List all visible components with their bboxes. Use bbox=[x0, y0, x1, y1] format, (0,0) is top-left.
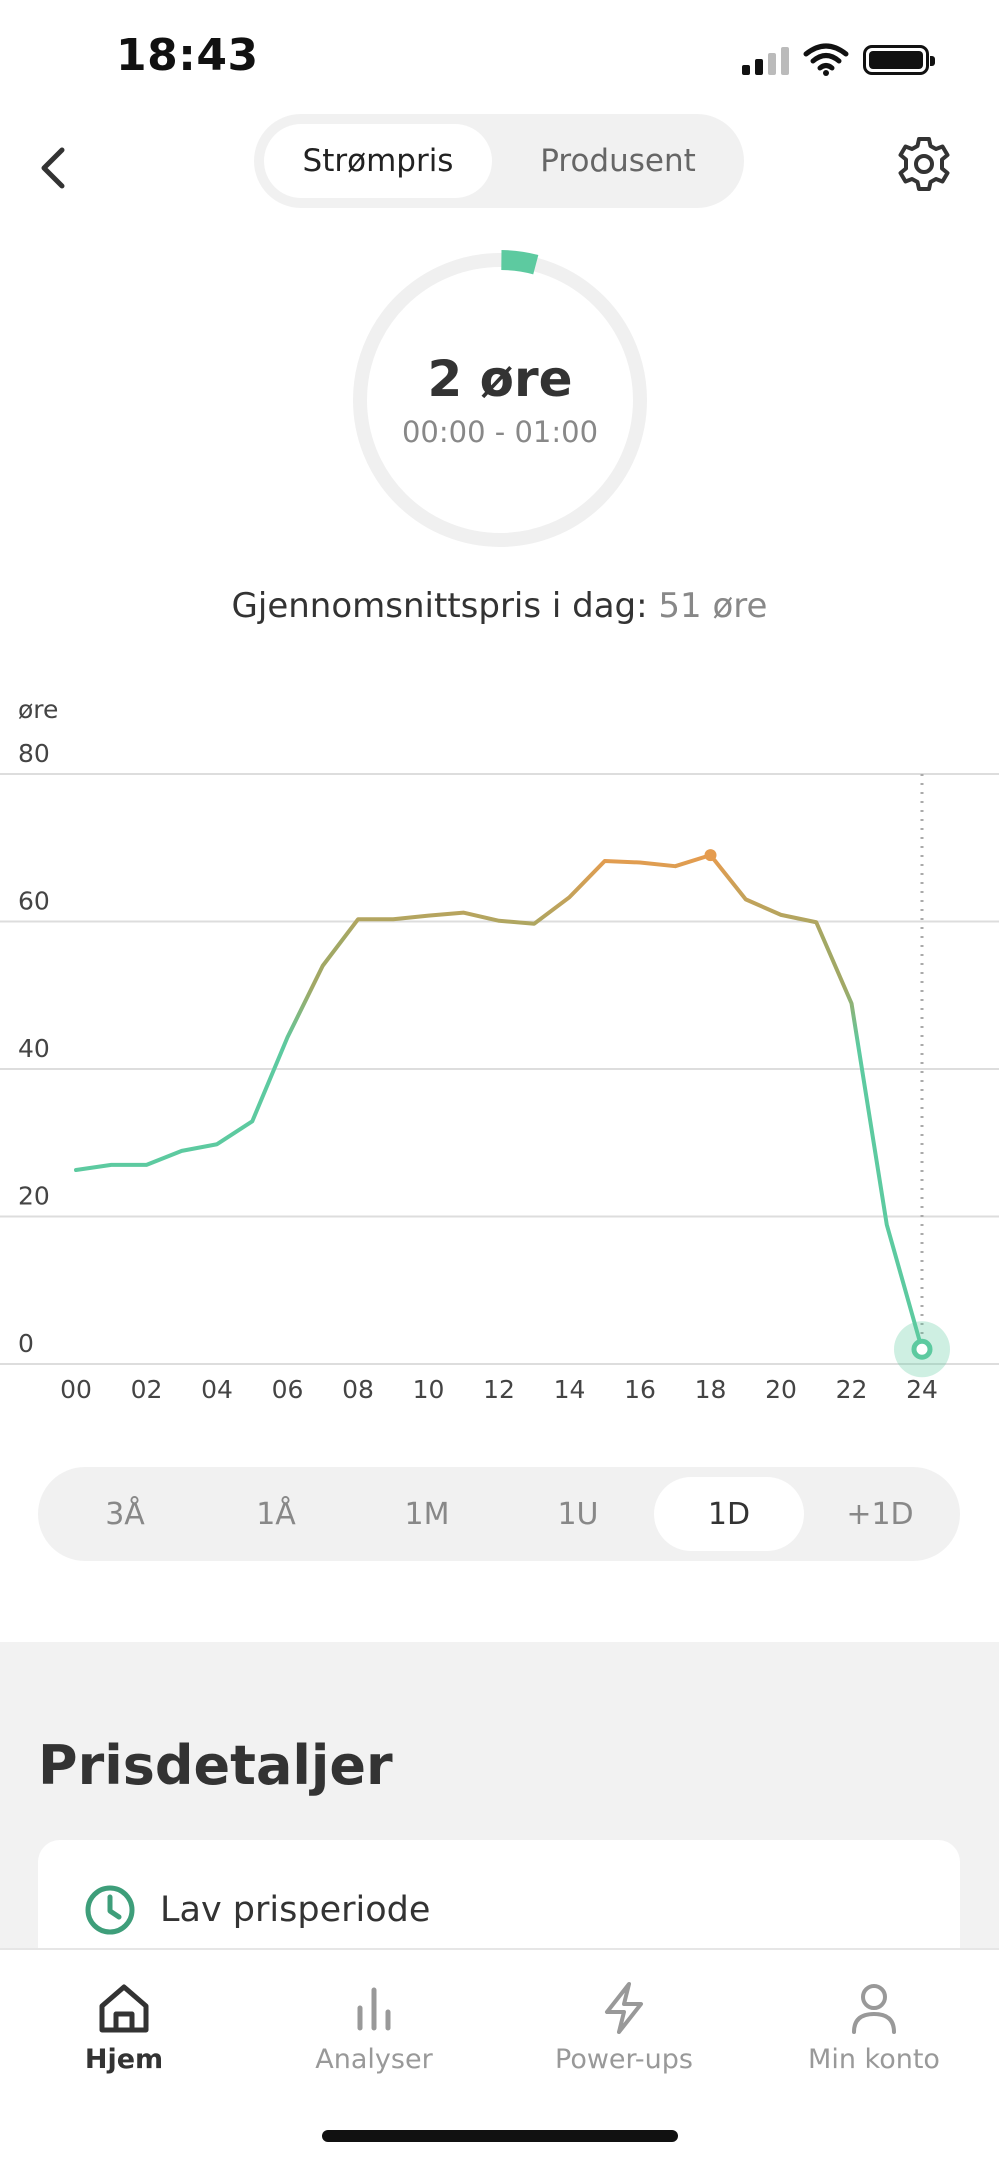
x-tick-label: 18 bbox=[695, 1375, 727, 1404]
status-time: 18:43 bbox=[116, 30, 259, 81]
bottom-nav: Hjem Analyser Power-ups Min konto bbox=[0, 1948, 999, 2162]
time-range-tabs: 3Å 1Å 1M 1U 1D +1D bbox=[38, 1467, 960, 1561]
settings-button[interactable] bbox=[894, 134, 954, 194]
tab-strompris[interactable]: Strømpris bbox=[264, 124, 492, 198]
y-tick-label: 0 bbox=[18, 1329, 34, 1358]
tab-produsent[interactable]: Produsent bbox=[540, 143, 696, 179]
bar-chart-icon bbox=[357, 1987, 391, 2031]
y-axis-unit: øre bbox=[18, 695, 58, 724]
x-tick-label: 20 bbox=[765, 1375, 797, 1404]
tab-range-next-day[interactable]: +1D bbox=[846, 1496, 914, 1532]
cellular-signal-icon bbox=[742, 45, 789, 75]
nav-min-konto[interactable]: Min konto bbox=[774, 1980, 974, 2075]
card-label: Lav prisperiode bbox=[160, 1890, 431, 1930]
person-icon bbox=[852, 1984, 896, 2034]
y-tick-label: 80 bbox=[18, 739, 50, 768]
average-value: 51 øre bbox=[658, 586, 768, 626]
status-bar: 18:43 bbox=[0, 0, 999, 120]
section-title: Prisdetaljer bbox=[38, 1734, 393, 1797]
clock-icon bbox=[85, 1885, 135, 1935]
wifi-icon bbox=[803, 43, 849, 76]
current-price-point[interactable] bbox=[911, 1338, 933, 1360]
price-details-section: Prisdetaljer Lav prisperiode bbox=[0, 1642, 999, 1980]
x-tick-label: 22 bbox=[836, 1375, 868, 1404]
home-icon bbox=[99, 1984, 149, 2033]
max-price-point bbox=[704, 849, 717, 862]
price-chart: øre 0 20 40 60 80 00 02 04 06 08 10 12 14 16 18 20 22 24 bbox=[0, 695, 999, 1404]
x-tick-label: 24 bbox=[906, 1375, 938, 1404]
tab-range-1y[interactable]: 1Å bbox=[256, 1496, 296, 1532]
nav-hjem[interactable]: Hjem bbox=[24, 1980, 224, 2075]
tab-range-3y[interactable]: 3Å bbox=[105, 1496, 145, 1532]
y-tick-label: 60 bbox=[18, 887, 50, 916]
y-tick-label: 40 bbox=[18, 1034, 50, 1063]
status-icons bbox=[742, 40, 935, 80]
tab-range-1w[interactable]: 1U bbox=[557, 1496, 599, 1532]
nav-analyser[interactable]: Analyser bbox=[274, 1980, 474, 2075]
x-tick-label: 02 bbox=[131, 1375, 163, 1404]
lightning-icon bbox=[605, 1982, 643, 2034]
x-tick-label: 12 bbox=[483, 1375, 515, 1404]
x-tick-label: 16 bbox=[624, 1375, 656, 1404]
current-price: 2 øre bbox=[427, 350, 573, 408]
back-button[interactable] bbox=[28, 140, 78, 196]
price-gauge bbox=[353, 250, 647, 547]
x-tick-label: 00 bbox=[60, 1375, 92, 1404]
average-price: Gjennomsnittspris i dag: 51 øre bbox=[0, 586, 999, 626]
current-period: 00:00 - 01:00 bbox=[401, 415, 599, 449]
nav-power-ups[interactable]: Power-ups bbox=[524, 1980, 724, 2075]
home-indicator bbox=[322, 2130, 678, 2142]
nav-label: Analyser bbox=[315, 2044, 433, 2075]
x-tick-label: 08 bbox=[342, 1375, 374, 1404]
average-label: Gjennomsnittspris i dag: bbox=[231, 586, 648, 626]
nav-label: Hjem bbox=[84, 2044, 164, 2075]
price-line bbox=[74, 853, 924, 1352]
gauge-progress-arc bbox=[501, 250, 539, 275]
x-tick-label: 10 bbox=[413, 1375, 445, 1404]
price-type-tabs: Strømpris Produsent bbox=[254, 114, 744, 208]
x-tick-label: 14 bbox=[554, 1375, 586, 1404]
x-tick-label: 04 bbox=[201, 1375, 233, 1404]
gear-icon bbox=[898, 137, 950, 191]
y-tick-label: 20 bbox=[18, 1182, 50, 1211]
nav-label: Power-ups bbox=[555, 2044, 693, 2075]
x-tick-label: 06 bbox=[272, 1375, 304, 1404]
nav-label: Min konto bbox=[808, 2044, 940, 2075]
chevron-left-icon bbox=[41, 147, 65, 189]
tab-range-1d[interactable]: 1D bbox=[654, 1477, 804, 1551]
tab-range-1m[interactable]: 1M bbox=[404, 1496, 450, 1532]
battery-icon bbox=[863, 45, 935, 75]
